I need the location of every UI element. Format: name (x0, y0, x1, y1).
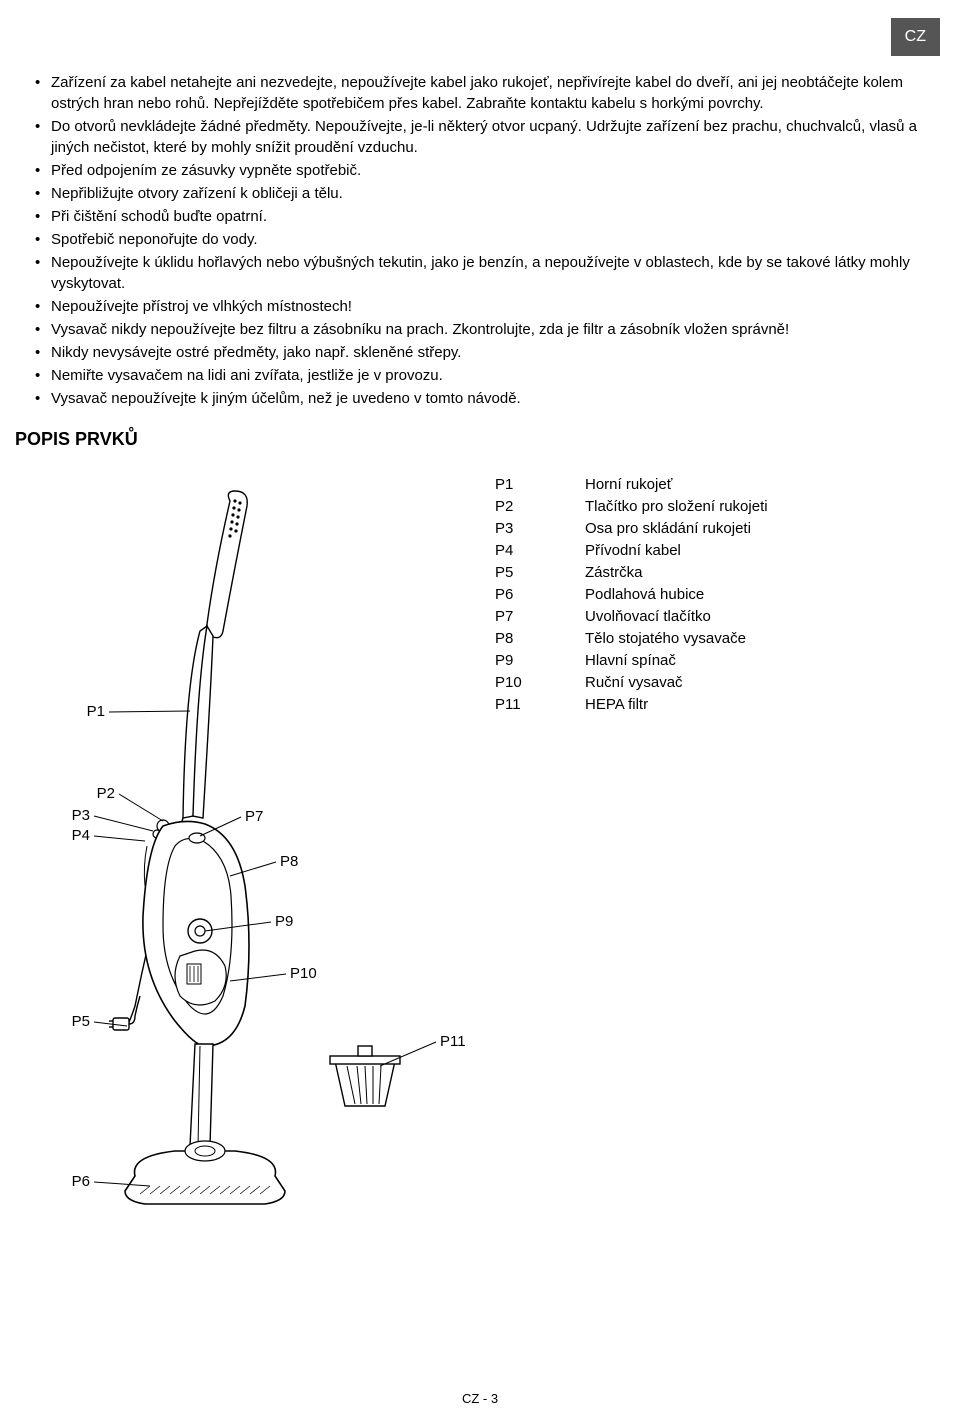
part-code: P8 (495, 628, 585, 649)
svg-text:P11: P11 (440, 1033, 465, 1050)
svg-text:P8: P8 (280, 853, 298, 870)
warning-text: Před odpojením ze zásuvky vypněte spotře… (51, 162, 361, 179)
table-row: P1Horní rukojeť (495, 474, 768, 495)
warning-list: Zařízení za kabel netahejte ani nezvedej… (35, 72, 925, 409)
list-item: Nikdy nevysávejte ostré předměty, jako n… (35, 342, 925, 363)
warning-text: Nemiřte vysavačem na lidi ani zvířata, j… (51, 367, 443, 384)
section-heading: POPIS PRVKŮ (15, 427, 925, 452)
part-code: P11 (495, 694, 585, 715)
warning-text: Nepoužívejte k úklidu hořlavých nebo výb… (51, 254, 910, 292)
list-item: Před odpojením ze zásuvky vypněte spotře… (35, 160, 925, 181)
warning-text: Spotřebič neponořujte do vody. (51, 231, 258, 248)
list-item: Vysavač nepoužívejte k jiným účelům, než… (35, 388, 925, 409)
vacuum-diagram-svg: P1 P2 P3 P4 P5 P6 P7 P8 P9 P10 P11 (35, 486, 465, 1226)
warning-text: Nepoužívejte přístroj ve vlhkých místnos… (51, 298, 352, 315)
part-code: P10 (495, 672, 585, 693)
language-tag: CZ (891, 18, 940, 56)
part-name: HEPA filtr (585, 694, 648, 715)
list-item: Nepoužívejte přístroj ve vlhkých místnos… (35, 296, 925, 317)
svg-text:P5: P5 (72, 1013, 90, 1030)
table-row: P9Hlavní spínač (495, 650, 768, 671)
warning-text: Nikdy nevysávejte ostré předměty, jako n… (51, 344, 461, 361)
table-row: P6Podlahová hubice (495, 584, 768, 605)
warning-text: Vysavač nepoužívejte k jiným účelům, než… (51, 390, 521, 407)
table-row: P8Tělo stojatého vysavače (495, 628, 768, 649)
part-name: Tlačítko pro složení rukojeti (585, 496, 768, 517)
part-code: P2 (495, 496, 585, 517)
page-content: Zařízení za kabel netahejte ani nezvedej… (0, 0, 960, 1232)
part-name: Uvolňovací tlačítko (585, 606, 711, 627)
svg-text:P4: P4 (72, 827, 90, 844)
product-diagram: P1 P2 P3 P4 P5 P6 P7 P8 P9 P10 P11 (35, 466, 465, 1232)
part-name: Zástrčka (585, 562, 643, 583)
table-row: P11HEPA filtr (495, 694, 768, 715)
table-row: P10Ruční vysavač (495, 672, 768, 693)
list-item: Zařízení za kabel netahejte ani nezvedej… (35, 72, 925, 114)
part-name: Osa pro skládání rukojeti (585, 518, 751, 539)
warning-text: Do otvorů nevkládejte žádné předměty. Ne… (51, 118, 917, 156)
part-code: P4 (495, 540, 585, 561)
svg-text:P2: P2 (97, 785, 115, 802)
list-item: Do otvorů nevkládejte žádné předměty. Ne… (35, 116, 925, 158)
part-code: P7 (495, 606, 585, 627)
part-name: Ruční vysavač (585, 672, 683, 693)
svg-text:P9: P9 (275, 913, 293, 930)
part-code: P9 (495, 650, 585, 671)
svg-text:P10: P10 (290, 965, 317, 982)
list-item: Vysavač nikdy nepoužívejte bez filtru a … (35, 319, 925, 340)
part-name: Přívodní kabel (585, 540, 681, 561)
warning-text: Nepřibližujte otvory zařízení k obličeji… (51, 185, 343, 202)
table-row: P3Osa pro skládání rukojeti (495, 518, 768, 539)
part-code: P6 (495, 584, 585, 605)
list-item: Nepoužívejte k úklidu hořlavých nebo výb… (35, 252, 925, 294)
svg-text:P3: P3 (72, 807, 90, 824)
table-row: P4Přívodní kabel (495, 540, 768, 561)
table-row: P5Zástrčka (495, 562, 768, 583)
part-code: P1 (495, 474, 585, 495)
warning-text: Zařízení za kabel netahejte ani nezvedej… (51, 74, 903, 112)
parts-section: P1P2P3P4P5P6P7P8P9P10P11 P1Horní rukojeť… (35, 466, 925, 1232)
list-item: Při čištění schodů buďte opatrní. (35, 206, 925, 227)
svg-text:P1: P1 (87, 703, 105, 720)
list-item: Spotřebič neponořujte do vody. (35, 229, 925, 250)
svg-text:P7: P7 (245, 808, 263, 825)
part-name: Tělo stojatého vysavače (585, 628, 746, 649)
list-item: Nemiřte vysavačem na lidi ani zvířata, j… (35, 365, 925, 386)
svg-text:P6: P6 (72, 1173, 90, 1190)
part-code: P3 (495, 518, 585, 539)
part-name: Horní rukojeť (585, 474, 672, 495)
page-footer: CZ - 3 (0, 1390, 960, 1408)
part-name: Podlahová hubice (585, 584, 704, 605)
warning-text: Při čištění schodů buďte opatrní. (51, 208, 267, 225)
list-item: Nepřibližujte otvory zařízení k obličeji… (35, 183, 925, 204)
warning-text: Vysavač nikdy nepoužívejte bez filtru a … (51, 321, 789, 338)
part-name: Hlavní spínač (585, 650, 676, 671)
parts-table: P1Horní rukojeť P2Tlačítko pro složení r… (465, 466, 768, 716)
table-row: P7Uvolňovací tlačítko (495, 606, 768, 627)
part-code: P5 (495, 562, 585, 583)
table-row: P2Tlačítko pro složení rukojeti (495, 496, 768, 517)
